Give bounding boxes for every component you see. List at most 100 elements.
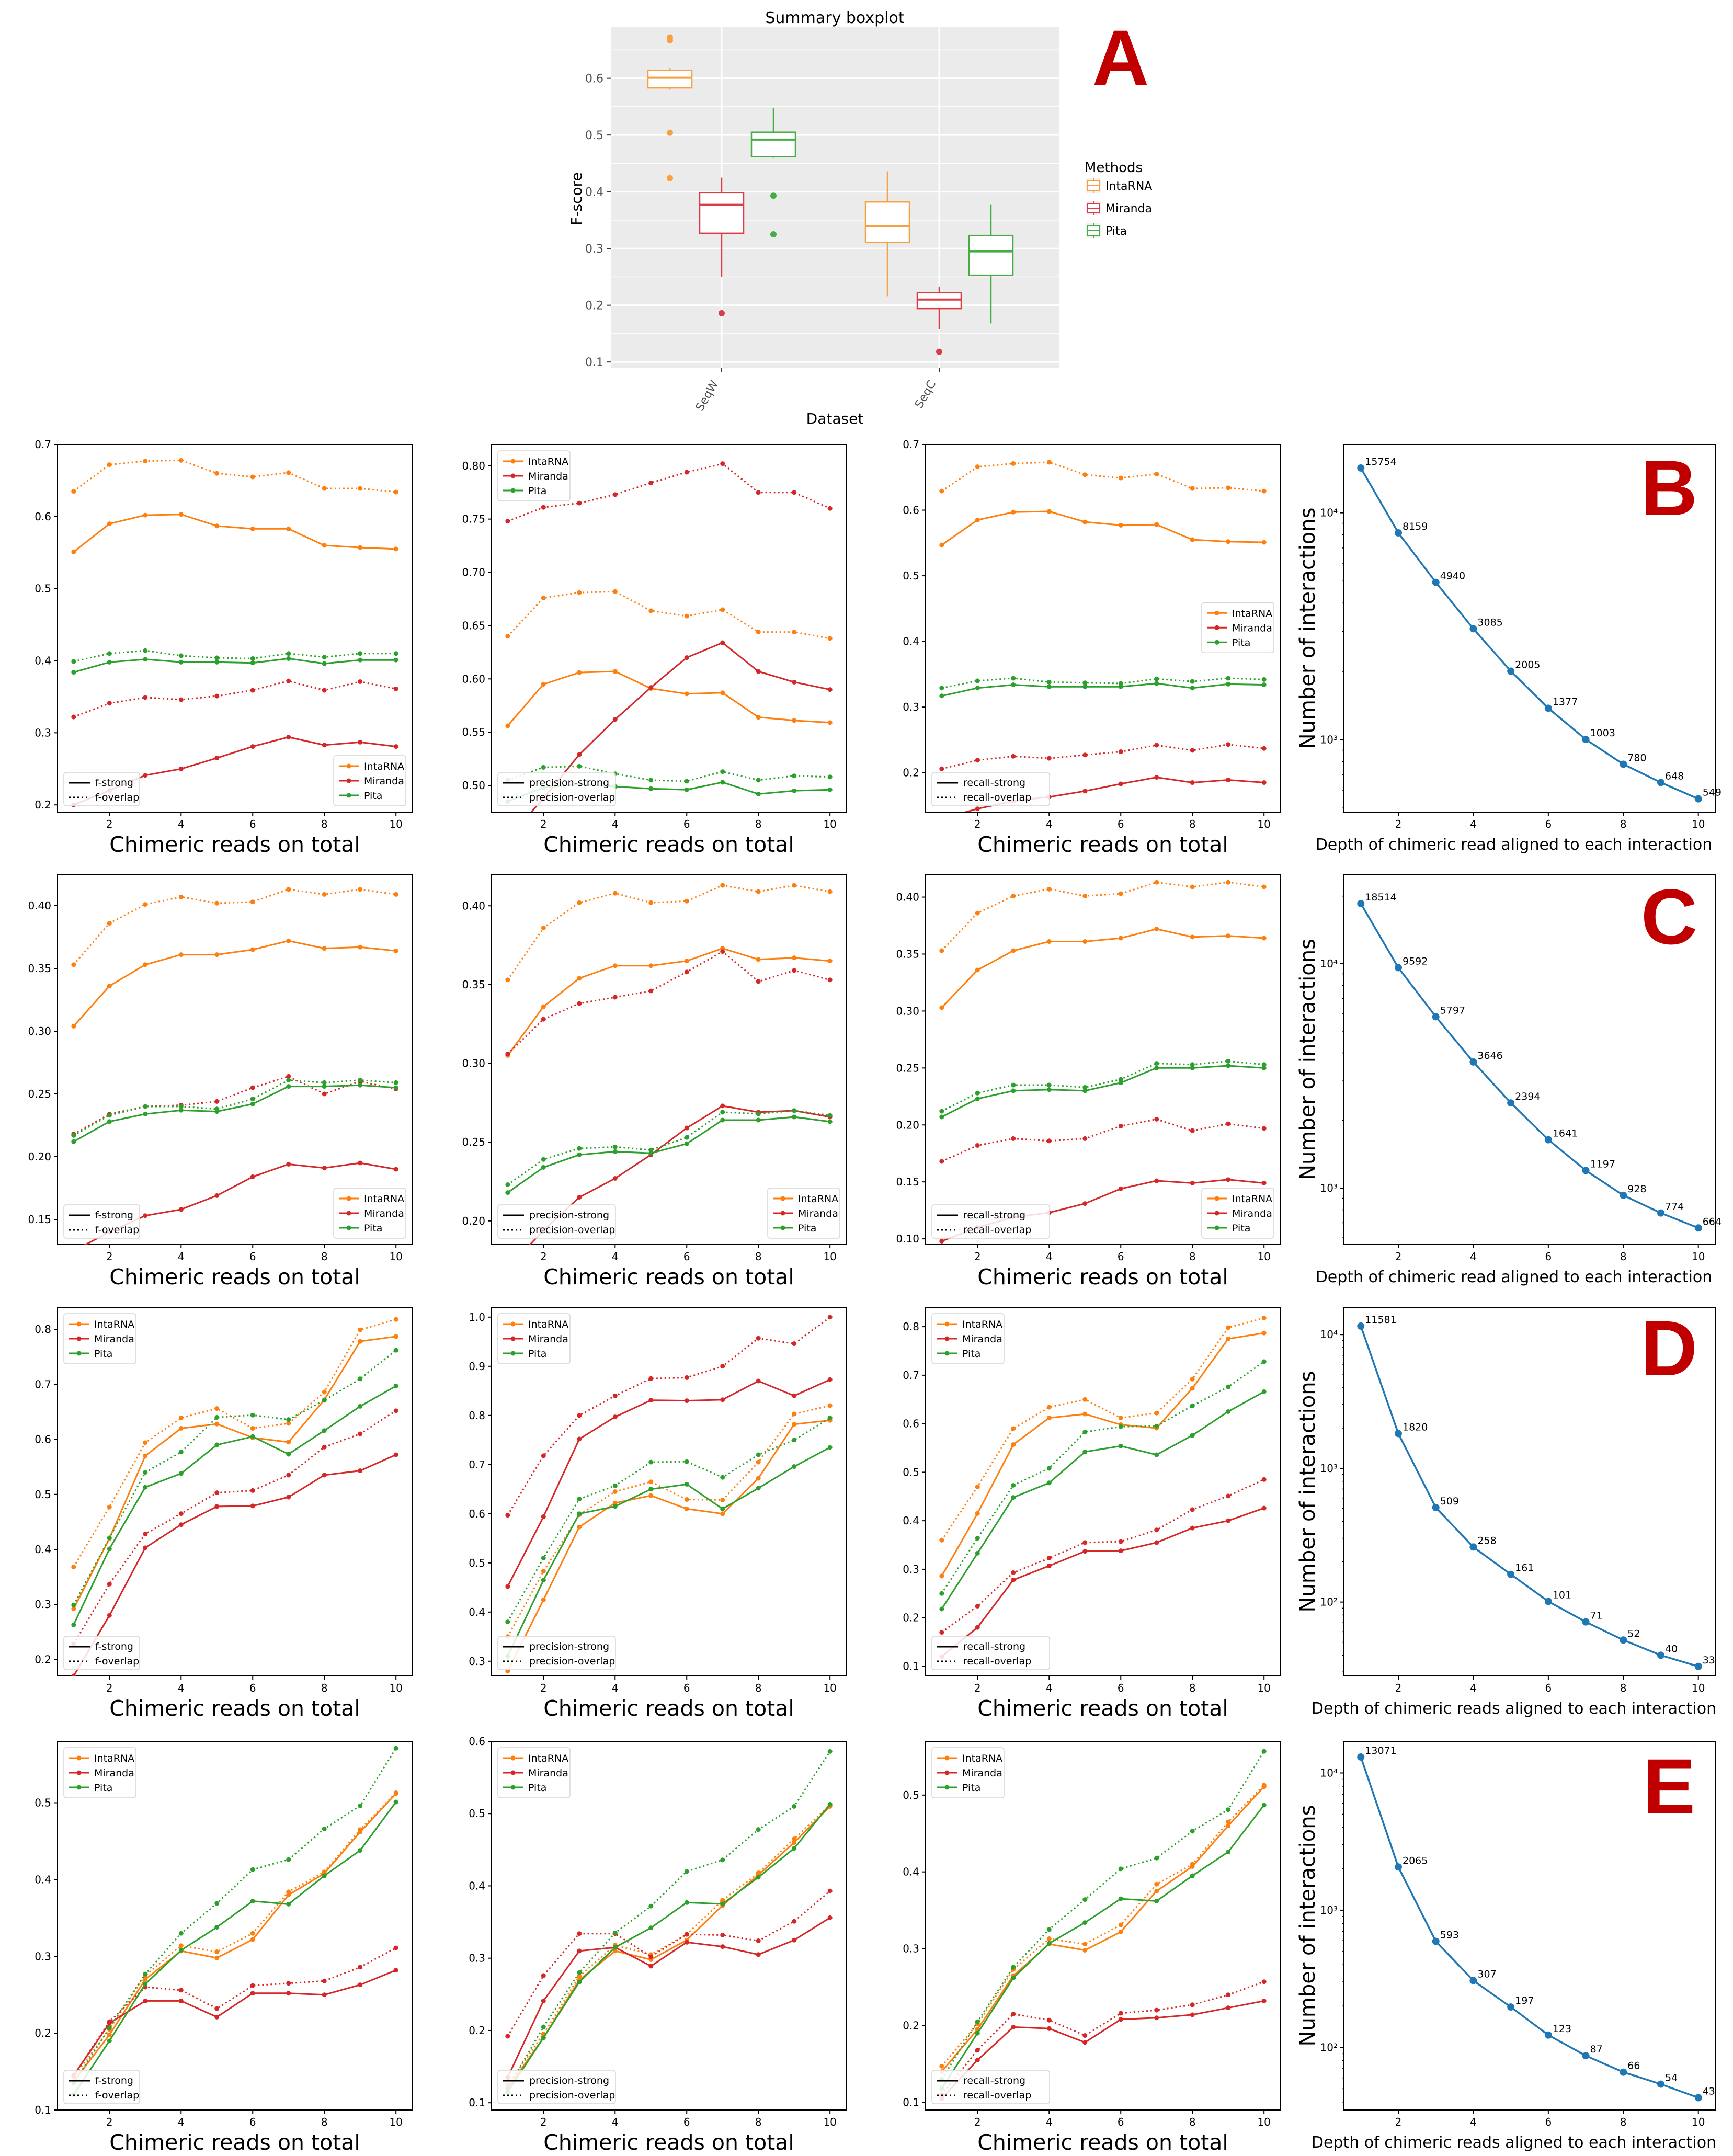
marker-overlap [71,1565,76,1570]
legend-label: Miranda [1232,622,1272,634]
y-tick-label: 0.9 [469,1360,485,1373]
marker-overlap [541,1017,546,1022]
y-tick-label: 10² [1320,1596,1338,1609]
marker-overlap [1118,475,1123,481]
marker-strong [1261,1998,1267,2003]
marker-strong [1190,686,1195,691]
marker-strong [1011,1442,1016,1447]
marker-overlap [577,900,582,905]
marker-strong [1226,1850,1231,1854]
y-tick-label: 0.5 [35,583,51,595]
box-iqr [750,131,796,157]
marker-overlap [939,1109,944,1114]
method-legend: IntaRNA Miranda Pita [497,1313,571,1364]
data-label: 1377 [1553,696,1578,708]
marker-overlap [1154,1116,1159,1122]
box-SeqC-Miranda [916,286,962,355]
marker-strong [1118,684,1123,689]
marker-overlap [720,949,725,954]
marker-overlap [648,778,654,783]
marker-strong [1261,682,1267,687]
marker-strong [1154,1452,1159,1457]
legend-box [931,1747,1005,1798]
x-tick-label: SeqC [913,379,939,411]
marker-overlap [286,1074,291,1079]
marker-overlap [322,486,327,491]
marker-overlap [393,1080,398,1085]
legend-label: precision-strong [529,2075,609,2086]
marker-strong [178,1471,184,1476]
marker-strong [612,963,618,968]
marker-overlap [1154,1527,1159,1533]
y-tick-label: 0.50 [462,779,485,792]
marker-overlap [756,979,761,984]
marker-strong [684,655,689,660]
marker-overlap [358,651,363,656]
marker-overlap [1154,2007,1159,2013]
data-label: 509 [1440,1496,1459,1507]
marker-strong [358,1339,363,1344]
counts-marker [1694,1224,1702,1232]
marker-strong [939,1114,944,1120]
counts-line [1360,1326,1699,1668]
marker-strong [1226,777,1231,782]
marker-strong [505,1190,510,1195]
marker-overlap [1261,1477,1267,1482]
marker-overlap [1190,2002,1195,2007]
marker-overlap [541,595,546,600]
marker-overlap [1226,880,1231,885]
y-tick-label: 0.3 [469,1655,485,1668]
counts-line [1360,903,1699,1229]
marker-strong [720,1117,725,1123]
marker-overlap [143,459,148,464]
chart-C-precision: 2 4 6 8 10 0.20 0.25 0.30 0.35 0.40 Chimeric reads… [462,874,847,1290]
marker-strong [214,756,220,761]
marker-overlap [1011,461,1016,466]
legend-marker [780,1225,785,1230]
legend-marker [1214,1196,1219,1201]
marker-overlap [250,1085,255,1090]
marker-overlap [975,910,980,916]
marker-strong [975,1096,980,1101]
series-Pita [71,648,398,675]
x-tick-label: 2 [540,818,547,830]
line-strong [73,657,396,674]
box-iqr [699,192,745,234]
legend-marker [510,473,516,478]
y-tick-label: 0.35 [462,978,485,991]
marker-strong [1118,2017,1123,2022]
marker-strong [648,1487,654,1492]
x-tick-label: 2 [106,1250,113,1263]
legend-label: IntaRNA [94,1753,134,1764]
legend-label: Miranda [94,1767,134,1779]
series-Pita [939,1058,1267,1120]
marker-strong [505,723,510,728]
marker-strong [792,788,797,793]
series-lines [71,458,398,807]
marker-strong [827,687,833,692]
series-Pita [71,1078,398,1144]
series-lines [71,1317,398,1676]
marker-strong [286,735,291,740]
marker-overlap [505,1182,510,1188]
counts-marker [1657,1209,1665,1217]
y-tick-label: 10² [1320,2041,1338,2054]
marker-overlap [1261,1749,1267,1754]
y-tick-label: 0.15 [896,1176,919,1188]
y-tick-label: 0.30 [896,1005,919,1017]
marker-overlap [792,773,797,779]
marker-strong [393,1383,398,1388]
legend-label: IntaRNA [798,1193,838,1205]
x-tick-label: 8 [755,818,762,830]
x-tick-label: 6 [1545,1682,1552,1694]
marker-overlap [107,1504,112,1510]
marker-overlap [505,1513,510,1518]
marker-overlap [505,1051,510,1056]
y-tick-label: 0.4 [35,1543,51,1556]
legend-marker [76,1770,82,1775]
line-overlap [941,1784,1265,2067]
marker-strong [684,1506,689,1511]
marker-strong [975,686,980,691]
x-tick-label: 2 [540,2116,547,2128]
marker-strong [1046,509,1052,514]
